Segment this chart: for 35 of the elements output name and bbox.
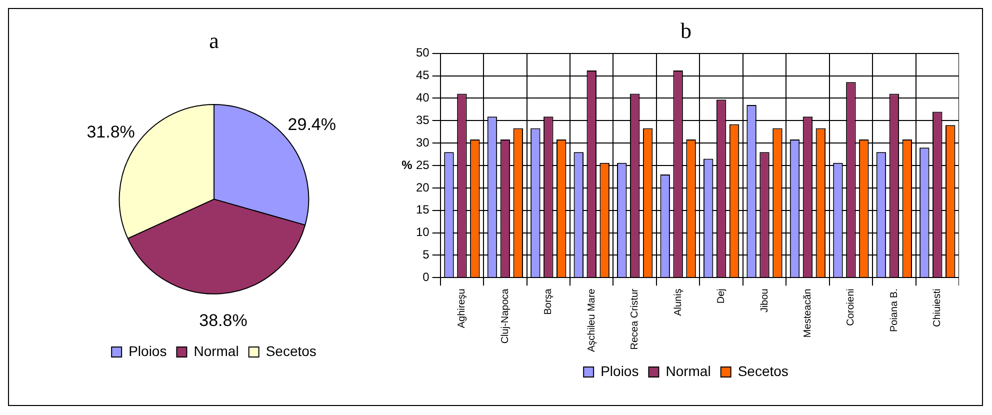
legend-label: Normal xyxy=(194,342,239,359)
y-tick-label: 30 xyxy=(416,135,430,150)
y-axis-title: % xyxy=(402,158,413,172)
x-tick-label: Aghireşu xyxy=(456,288,468,328)
x-tick-label: Poiana B. xyxy=(888,288,900,332)
x-tick-label: Borşa xyxy=(543,288,554,315)
legend-label: Normal xyxy=(666,362,711,379)
y-tick-label: 25 xyxy=(416,158,430,172)
y-tick-label: 0 xyxy=(422,270,430,284)
y-tick-label: 20 xyxy=(416,180,430,194)
chart-title: b xyxy=(680,18,692,43)
chart-title: a xyxy=(209,28,220,53)
data-label: 38.8% xyxy=(199,311,248,330)
y-tick-label: 10 xyxy=(416,225,430,240)
y-tick-label: 35 xyxy=(416,112,430,127)
x-tick-label: Chiuiesti xyxy=(932,288,944,327)
x-tick-label: Dej xyxy=(716,288,728,304)
data-label: 29.4% xyxy=(288,114,336,134)
data-label: 31.8% xyxy=(86,122,135,142)
legend-label: Ploios xyxy=(128,342,167,359)
x-tick-label: Mesteacăn xyxy=(802,288,814,338)
x-tick-label: Aluniş xyxy=(672,288,684,316)
legend-label: Ploios xyxy=(600,362,639,379)
y-tick-label: 15 xyxy=(416,202,430,217)
legend-label: Secetos xyxy=(266,342,316,359)
y-tick-label: 5 xyxy=(422,248,430,262)
x-tick-label: Recea Cristur xyxy=(630,288,641,350)
y-tick-label: 40 xyxy=(416,90,430,105)
y-tick-label: 45 xyxy=(416,68,430,82)
x-tick-label: Cluj-Napoca xyxy=(500,288,511,344)
x-tick-label: Aşchileu Mare xyxy=(586,288,598,352)
legend-label: Secetos xyxy=(738,362,788,379)
y-tick-label: 50 xyxy=(416,46,430,60)
x-tick-label: Coroieni xyxy=(846,288,857,326)
x-tick-label: Jibou xyxy=(759,288,770,313)
